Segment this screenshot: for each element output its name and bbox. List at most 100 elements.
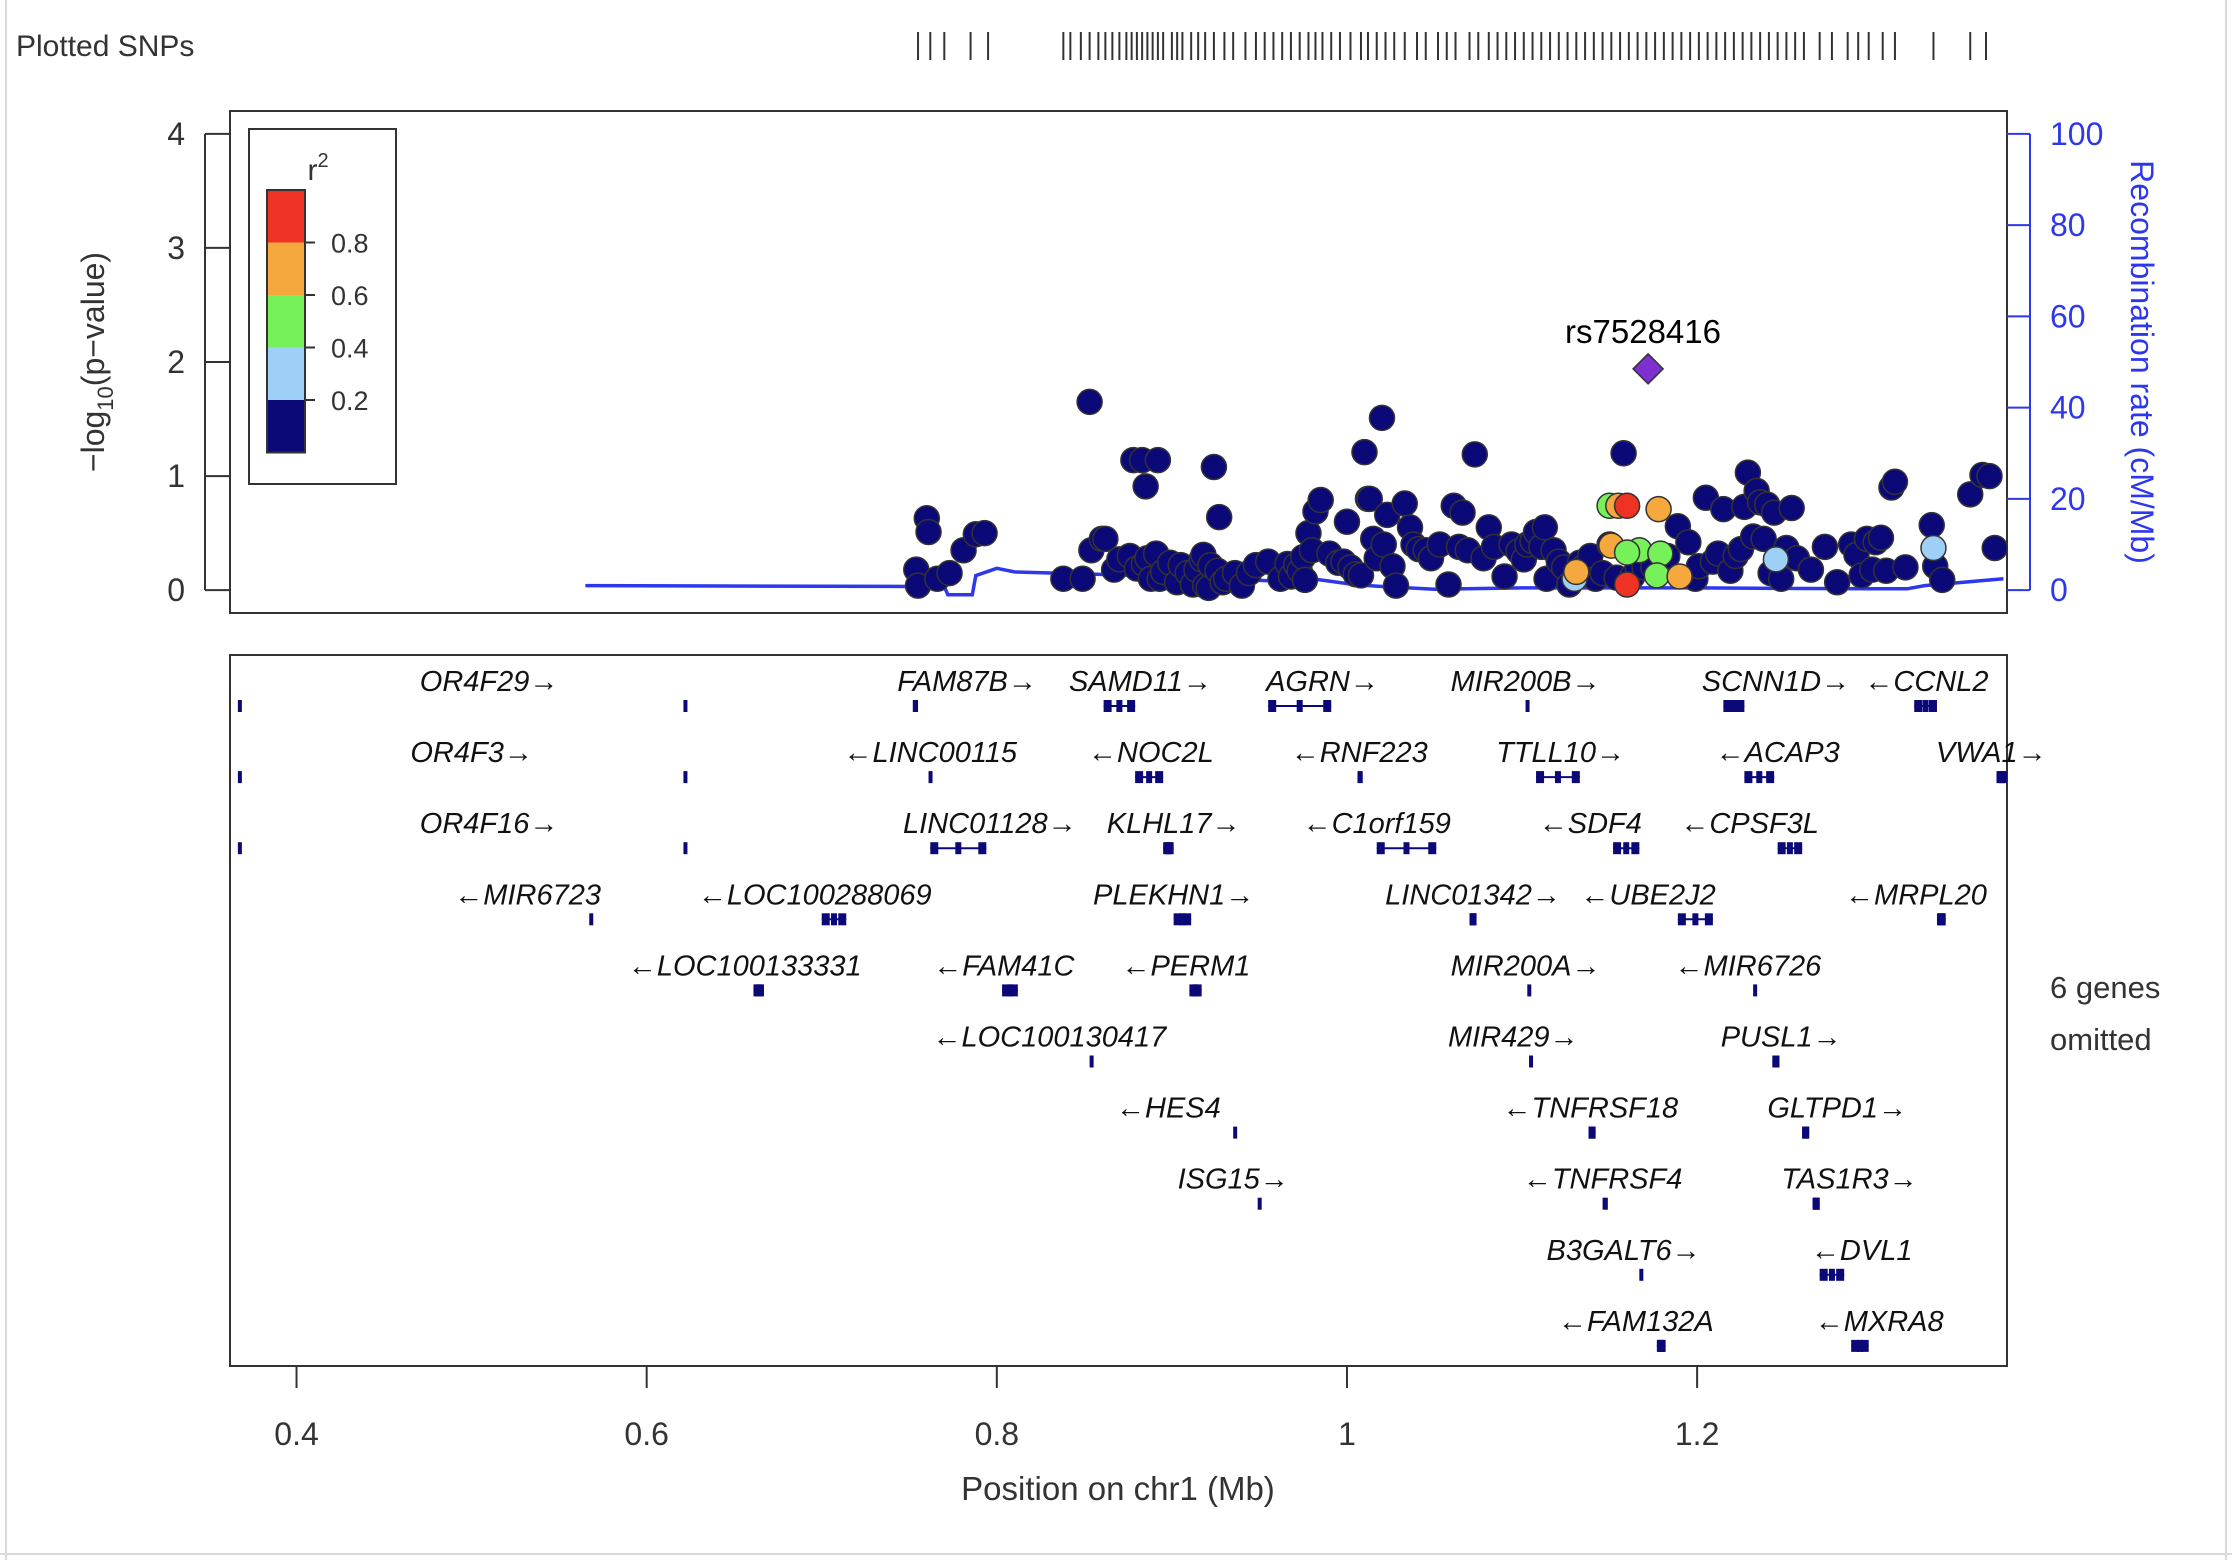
gene-label: GLTPD1→ — [1767, 1093, 1907, 1125]
snp-point — [1610, 440, 1637, 467]
snp-point — [1144, 446, 1172, 474]
x-tick-label: 0.8 — [975, 1416, 1019, 1452]
y2-tick-label: 0 — [2050, 572, 2068, 608]
x-axis: 0.4 0.6 0.8 1 1.2 — [274, 1365, 1719, 1452]
gene-label: MIR200A→ — [1451, 950, 1601, 982]
gene-label: OR4F3→ — [410, 737, 532, 769]
gene-exon — [683, 700, 688, 712]
y-tick-label: 2 — [167, 344, 185, 380]
gene-exon — [1155, 771, 1164, 784]
gene-exon — [1470, 913, 1477, 926]
gene-exon — [1554, 771, 1561, 784]
gene-label: ←PERM1 — [1121, 950, 1250, 982]
r2-legend: r2 0.8 0.6 0.4 0.2 — [248, 128, 397, 485]
y2-tick-label: 40 — [2050, 390, 2086, 426]
gene-label: SAMD11→ — [1069, 666, 1212, 698]
gene-label: ←TNFRSF4 — [1523, 1164, 1683, 1196]
gene-label: ←FAM41C — [933, 950, 1075, 982]
gene-exon — [1756, 771, 1763, 784]
gene-label: ←NOC2L — [1088, 737, 1214, 769]
snp-point — [1976, 462, 2003, 490]
gene-track: OR4F29→ FAM87B→ SAMD11→ AGRN→ MIR200B→ SCNN1D… — [237, 666, 2047, 1352]
gene-exon — [1009, 984, 1018, 997]
gene-exon — [1938, 913, 1945, 926]
gene-exon — [1723, 700, 1732, 712]
gene-label: ←TNFRSF18 — [1503, 1093, 1679, 1125]
snp-point — [1307, 486, 1334, 514]
gene-exon — [1173, 913, 1182, 926]
snp-point-ld — [1643, 562, 1671, 589]
snp-point — [915, 518, 942, 546]
gene-exon — [1677, 913, 1686, 926]
gene-label: ←LOC100133331 — [628, 950, 862, 982]
snp-point-ld — [1762, 546, 1790, 573]
legend-color-bin — [267, 400, 305, 453]
gene-exon — [1179, 913, 1186, 926]
gene-label: ←MIR6726 — [1675, 950, 1823, 982]
legend-tick-label: 0.8 — [331, 229, 369, 259]
snp-point — [1531, 514, 1559, 541]
gene-exon — [1428, 842, 1437, 855]
y-tick-label: 4 — [167, 116, 185, 152]
y-tick-label: 3 — [167, 230, 185, 266]
gene-exon — [1089, 1055, 1094, 1068]
plotted-snps-rug — [917, 32, 1987, 60]
gene-label: ISG15→ — [1178, 1164, 1289, 1196]
gene-exon — [1914, 700, 1923, 712]
snp-point — [1382, 572, 1410, 599]
gene-exon — [1127, 700, 1136, 712]
gene-exon — [1006, 984, 1013, 997]
snp-point — [1956, 481, 1984, 508]
legend-color-bin — [267, 295, 305, 348]
gene-label: ←HES4 — [1116, 1093, 1221, 1125]
gene-exon — [1529, 1055, 1534, 1068]
snp-point-ld — [1645, 495, 1672, 523]
x-tick-label: 1 — [1338, 1416, 1356, 1452]
gene-exon — [1527, 984, 1532, 997]
snp-point — [1461, 441, 1489, 468]
gene-label: LINC01342→ — [1385, 879, 1561, 911]
gene-label: OR4F16→ — [420, 808, 559, 840]
snp-point — [1200, 453, 1228, 481]
legend-tick-label: 0.2 — [331, 386, 369, 416]
gene-exon — [1692, 913, 1699, 926]
snp-point — [1981, 534, 2008, 562]
gene-exon — [838, 913, 847, 926]
snp-point — [936, 559, 963, 587]
snp-point — [1069, 565, 1096, 593]
gene-exon — [1376, 842, 1385, 855]
snp-point-ld — [1647, 540, 1674, 567]
x-axis-label: Position on chr1 (Mb) — [961, 1470, 1275, 1507]
gene-exon — [1794, 842, 1803, 855]
snp-point — [1881, 468, 1909, 496]
gene-exon — [237, 842, 242, 855]
gene-label: ←UBE2J2 — [1580, 879, 1715, 911]
gene-label: MIR200B→ — [1451, 666, 1601, 698]
gene-exon — [1525, 700, 1530, 712]
gene-label: ←CPSF3L — [1680, 808, 1819, 840]
gene-exon — [821, 913, 830, 926]
gene-label: ←SDF4 — [1539, 808, 1642, 840]
gene-exon — [1296, 700, 1303, 712]
gene-exon — [683, 771, 688, 784]
gene-exon — [955, 842, 962, 855]
gene-exon — [755, 984, 762, 997]
gene-exon — [1631, 842, 1640, 855]
gene-exon — [1589, 1126, 1596, 1139]
x-tick-label: 0.6 — [624, 1416, 668, 1452]
gene-label: PLEKHN1→ — [1093, 879, 1254, 911]
gene-exon — [1736, 700, 1745, 712]
gene-exon — [237, 771, 242, 784]
snp-point — [971, 519, 998, 547]
lead-snp-marker — [1632, 352, 1665, 385]
snp-point-ld — [1613, 539, 1641, 566]
gene-exon — [1323, 700, 1332, 712]
gene-label: TAS1R3→ — [1781, 1164, 1917, 1196]
gene-label: PUSL1→ — [1721, 1022, 1842, 1054]
gene-label: ←MRPL20 — [1845, 879, 1987, 911]
gene-exon — [928, 771, 933, 784]
gene-exon — [1744, 771, 1753, 784]
gene-exon — [1786, 842, 1793, 855]
gene-exon — [1658, 1339, 1665, 1352]
gene-exon — [831, 913, 838, 926]
